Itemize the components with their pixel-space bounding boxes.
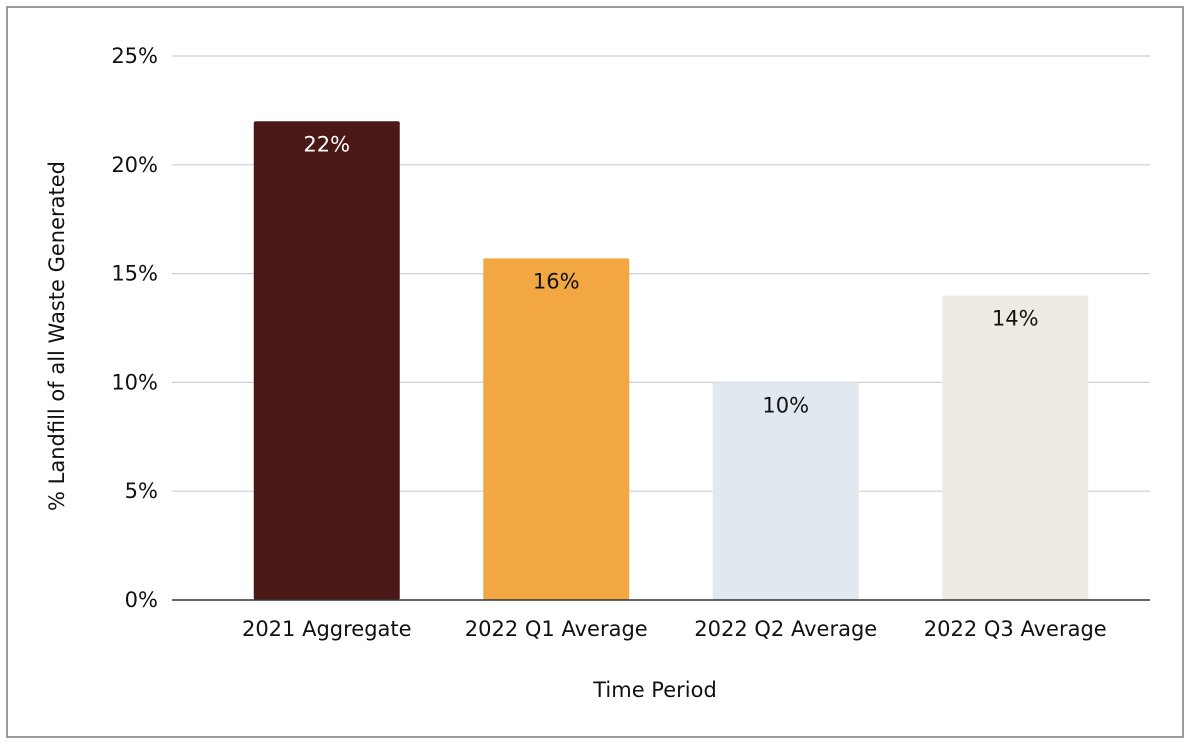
y-tick-label: 5% bbox=[125, 479, 158, 503]
x-axis-title: Time Period bbox=[592, 678, 717, 702]
bar bbox=[712, 382, 859, 600]
x-category-label: 2022 Q2 Average bbox=[694, 617, 877, 641]
data-label: 10% bbox=[762, 393, 809, 417]
x-category-labels: 2021 Aggregate 2022 Q1 Average 2022 Q2 Ave… bbox=[242, 617, 1107, 641]
bar bbox=[253, 121, 400, 600]
y-tick-label: 20% bbox=[111, 153, 158, 177]
y-tick-label: 10% bbox=[111, 370, 158, 394]
y-tick-label: 25% bbox=[111, 44, 158, 68]
y-tick-label: 15% bbox=[111, 262, 158, 286]
x-category-label: 2021 Aggregate bbox=[242, 617, 412, 641]
data-label: 16% bbox=[533, 269, 580, 293]
data-labels: 22% 16% 10% 14% bbox=[303, 132, 1038, 417]
y-tick-labels: 0% 5% 10% 15% 20% 25% bbox=[111, 44, 158, 612]
y-axis-title: % Landfill of all Waste Generated bbox=[45, 161, 69, 511]
y-tick-label: 0% bbox=[125, 588, 158, 612]
bars bbox=[253, 121, 1089, 600]
x-category-label: 2022 Q1 Average bbox=[465, 617, 648, 641]
data-label: 14% bbox=[992, 306, 1039, 330]
x-category-label: 2022 Q3 Average bbox=[924, 617, 1107, 641]
data-label: 22% bbox=[303, 132, 350, 156]
bar bbox=[942, 295, 1089, 600]
bar bbox=[483, 258, 630, 600]
